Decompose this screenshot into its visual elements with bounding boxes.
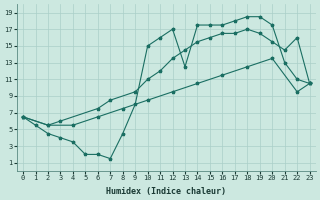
X-axis label: Humidex (Indice chaleur): Humidex (Indice chaleur) bbox=[106, 187, 226, 196]
